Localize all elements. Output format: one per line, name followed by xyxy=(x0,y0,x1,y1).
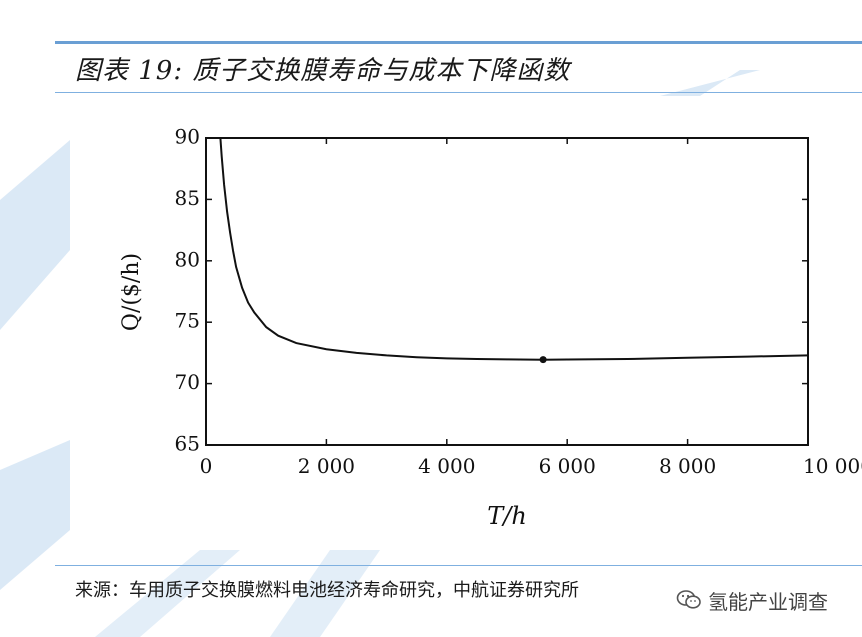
watermark-text: 氢能产业调查 xyxy=(708,589,828,614)
x-tick-label: 0 xyxy=(200,454,213,478)
watermark: 氢能产业调查 xyxy=(676,585,828,615)
x-axis-label: T/h xyxy=(487,502,527,530)
series-line xyxy=(219,137,809,361)
source-note: 来源：车用质子交换膜燃料电池经济寿命研究，中航证券研究所 xyxy=(75,580,579,601)
y-axis-label: Q/($/h) xyxy=(119,253,144,331)
plot-frame xyxy=(205,137,809,446)
x-tick-label: 6 000 xyxy=(539,454,596,478)
minimum-marker xyxy=(539,356,547,364)
bottom-rule xyxy=(55,565,862,566)
y-tick-label: 80 xyxy=(175,247,200,271)
title-rule xyxy=(55,92,862,93)
chart-panel xyxy=(72,96,862,550)
x-tick-labels: 0 2 000 4 000 6 000 8 000 10 000 xyxy=(200,454,862,478)
chart-plot-area: 65 70 75 80 85 90 0 2 000 4 000 6 000 8 000 10 000 xyxy=(175,125,862,479)
y-tick-label: 85 xyxy=(175,186,200,210)
y-tick-label: 70 xyxy=(175,370,200,394)
y-tick-label: 90 xyxy=(175,125,200,149)
chart: 65 70 75 80 85 90 0 2 000 4 000 6 000 8 000 10 000… xyxy=(119,125,862,531)
x-tick-label: 10 000 xyxy=(803,454,862,478)
y-tick-labels: 65 70 75 80 85 90 xyxy=(175,125,200,456)
y-tick-label: 65 xyxy=(175,432,200,456)
top-rule xyxy=(55,41,862,44)
x-tick-label: 2 000 xyxy=(298,454,355,478)
x-tick-label: 4 000 xyxy=(418,454,475,478)
figure-title: 图表 19: 质子交换膜寿命与成本下降函数 xyxy=(75,56,571,86)
x-tick-label: 8 000 xyxy=(659,454,716,478)
tick-marks xyxy=(205,137,809,446)
wechat-icon xyxy=(676,590,701,609)
y-tick-label: 75 xyxy=(175,309,200,333)
